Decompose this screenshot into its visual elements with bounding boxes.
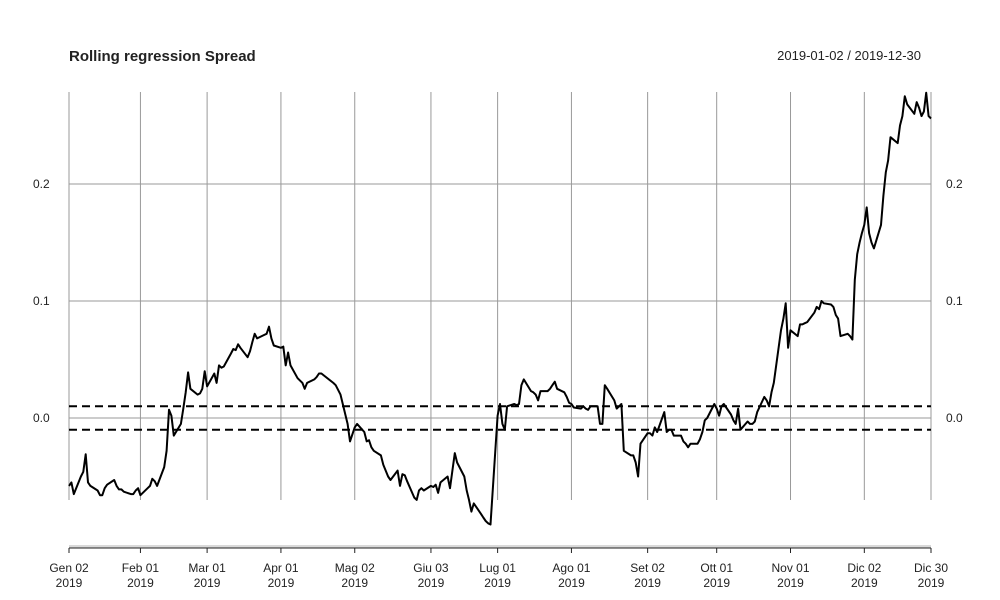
x-tick-label: Lug 01 xyxy=(479,561,516,575)
x-tick-year: 2019 xyxy=(777,576,804,590)
x-tick-label: Ott 01 xyxy=(700,561,733,575)
y-tick-label-right: 0.2 xyxy=(946,177,963,191)
axis-minor-ticks xyxy=(69,545,931,548)
x-tick-year: 2019 xyxy=(341,576,368,590)
y-tick-label-right: 0.1 xyxy=(946,294,963,308)
x-tick-year: 2019 xyxy=(703,576,730,590)
y-tick-label-right: 0.0 xyxy=(946,411,963,425)
x-tick-label: Gen 02 xyxy=(49,561,89,575)
x-tick-year: 2019 xyxy=(268,576,295,590)
x-tick-label: Mag 02 xyxy=(335,561,375,575)
x-tick-label: Feb 01 xyxy=(122,561,160,575)
x-tick-year: 2019 xyxy=(484,576,511,590)
y-tick-label-left: 0.1 xyxy=(33,294,50,308)
x-tick-label: Ago 01 xyxy=(552,561,590,575)
x-tick-year: 2019 xyxy=(194,576,221,590)
x-tick-year: 2019 xyxy=(127,576,154,590)
x-tick-label: Mar 01 xyxy=(188,561,226,575)
y-axis-labels: 0.0 0.0 0.1 0.1 0.2 0.2 xyxy=(33,177,963,425)
spread-series-line xyxy=(68,91,932,526)
x-tick-year: 2019 xyxy=(56,576,83,590)
chart-title: Rolling regression Spread xyxy=(69,48,256,65)
x-tick-label: Nov 01 xyxy=(771,561,809,575)
x-tick-label: Set 02 xyxy=(630,561,665,575)
x-tick-year: 2019 xyxy=(851,576,878,590)
x-tick-year: 2019 xyxy=(918,576,945,590)
series-layer xyxy=(68,91,932,526)
x-tick-label: Dic 02 xyxy=(847,561,881,575)
x-tick-label: Giu 03 xyxy=(413,561,449,575)
x-tick-label: Apr 01 xyxy=(263,561,299,575)
x-tick-year: 2019 xyxy=(418,576,445,590)
y-tick-label-left: 0.0 xyxy=(33,411,50,425)
grid xyxy=(68,92,932,500)
x-tick-label: Dic 30 xyxy=(914,561,948,575)
x-tick-year: 2019 xyxy=(558,576,585,590)
date-range-label: 2019-01-02 / 2019-12-30 xyxy=(777,48,921,63)
x-tick-year: 2019 xyxy=(634,576,661,590)
y-tick-label-left: 0.2 xyxy=(33,177,50,191)
